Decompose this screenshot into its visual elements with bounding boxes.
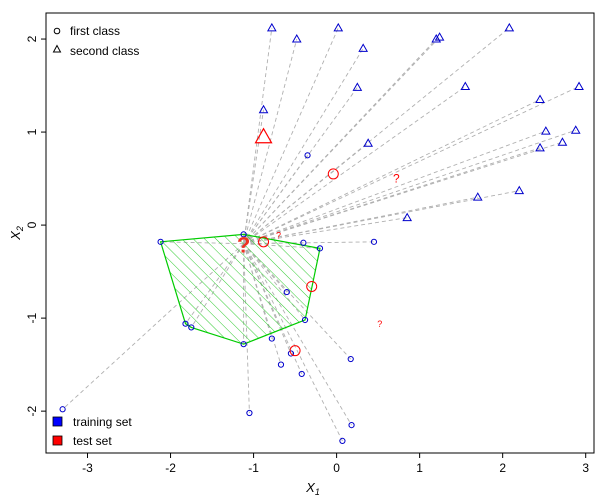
training-point-first-class	[240, 341, 247, 348]
hull-fill	[160, 234, 320, 345]
neighbor-link	[243, 38, 437, 245]
neighbor-link	[243, 86, 466, 245]
training-point-second-class	[431, 34, 442, 43]
training-point-second-class	[535, 94, 545, 104]
legend-label-second-class: second class	[70, 44, 139, 58]
x-tick-label: -3	[82, 461, 93, 475]
training-point-first-class	[188, 324, 195, 331]
neighbor-link	[243, 86, 580, 245]
plot-frame	[45, 12, 595, 454]
training-point-second-class	[574, 81, 584, 90]
y-tick-label: -2	[25, 405, 39, 416]
training-point-first-class	[246, 409, 253, 417]
training-point-first-class	[347, 355, 354, 363]
neighbor-link	[243, 196, 478, 245]
test-point-circle	[327, 168, 339, 180]
y-tick-label: 2	[25, 35, 39, 42]
neighbor-link	[62, 243, 244, 410]
training-point-second-class	[570, 125, 581, 134]
hull-outline	[159, 233, 321, 345]
training-point-second-class	[540, 126, 551, 135]
training-point-first-class	[283, 288, 290, 296]
training-point-first-class	[268, 335, 275, 342]
y-tick-label: 0	[25, 221, 39, 228]
training-point-second-class	[504, 22, 515, 32]
training-point-second-class	[434, 32, 445, 41]
training-point-second-class	[333, 22, 344, 32]
class-hull	[159, 233, 321, 345]
training-point-first-class	[316, 245, 324, 252]
legend-classes: first class second class	[52, 24, 139, 58]
training-point-first-class	[301, 316, 309, 324]
training-point-second-class	[358, 43, 369, 52]
data-points: ???	[59, 22, 584, 445]
x-tick-label: 0	[333, 461, 340, 475]
test-point-circle	[306, 280, 318, 292]
test-point-triangle	[254, 127, 273, 144]
training-point-first-class	[370, 238, 378, 245]
training-point-second-class	[472, 192, 483, 201]
y-axis-title: X2	[8, 226, 25, 241]
x-axis-ticks: -3 -2 -1 0 1 2 3	[82, 453, 589, 475]
x-tick-label: -1	[248, 461, 259, 475]
training-point-second-class	[363, 138, 374, 147]
legend-label-training-set: training set	[73, 415, 132, 429]
training-point-second-class	[291, 34, 302, 43]
x-tick-label: 1	[416, 461, 423, 475]
neighbor-link	[243, 142, 369, 245]
training-point-first-class	[339, 437, 346, 445]
training-point-first-class	[157, 238, 164, 245]
test-point-unknown: ?	[276, 230, 281, 240]
training-point-second-class	[266, 22, 277, 32]
training-point-second-class	[535, 142, 545, 152]
neighbor-link	[243, 99, 541, 245]
neighbor-link	[243, 27, 273, 244]
training-point-first-class	[304, 152, 311, 159]
y-tick-label: 1	[25, 128, 39, 135]
x-axis-title: X1	[305, 480, 320, 497]
y-axis-ticks: -2 -1 0 1 2	[25, 35, 46, 416]
training-point-second-class	[352, 82, 363, 91]
legend-circle-icon	[53, 27, 61, 35]
training-point-second-class	[258, 104, 269, 114]
training-point-first-class	[59, 406, 66, 413]
neighbor-link	[243, 36, 440, 245]
legend-label-first-class: first class	[70, 24, 120, 38]
legend-test-swatch	[52, 435, 63, 446]
training-point-first-class	[240, 231, 247, 238]
legend-sets: training set test set	[52, 415, 132, 448]
training-point-first-class	[287, 350, 295, 357]
training-point-second-class	[402, 212, 413, 222]
x-tick-label: 3	[582, 461, 589, 475]
training-point-first-class	[277, 361, 285, 368]
y-tick-label: -1	[25, 312, 39, 323]
test-point-circle	[289, 345, 301, 357]
training-point-second-class	[514, 185, 525, 195]
training-point-first-class	[348, 421, 355, 429]
neighbor-link	[243, 129, 576, 245]
legend-triangle-icon	[52, 44, 62, 53]
training-point-second-class	[557, 137, 568, 146]
training-point-first-class	[298, 370, 305, 378]
neighbor-link	[243, 27, 339, 244]
neighbor-link	[243, 147, 541, 245]
x-tick-label: 2	[499, 461, 506, 475]
training-point-first-class	[300, 239, 307, 246]
neighbor-link	[243, 109, 264, 244]
test-point-unknown: ?	[393, 172, 400, 186]
neighbor-link	[243, 48, 364, 244]
training-point-first-class	[182, 320, 189, 327]
x-tick-label: -2	[165, 461, 176, 475]
neighbor-link	[243, 130, 546, 245]
query-marker: ?	[237, 233, 250, 258]
test-point-circle	[258, 236, 270, 248]
neighbor-link	[243, 87, 358, 244]
training-point-second-class	[460, 81, 471, 90]
legend-training-swatch	[52, 416, 63, 427]
test-point-unknown: ?	[377, 319, 382, 329]
neighbor-link	[243, 190, 520, 245]
legend-label-test-set: test set	[73, 434, 112, 448]
query-question-mark: ?	[237, 233, 250, 258]
